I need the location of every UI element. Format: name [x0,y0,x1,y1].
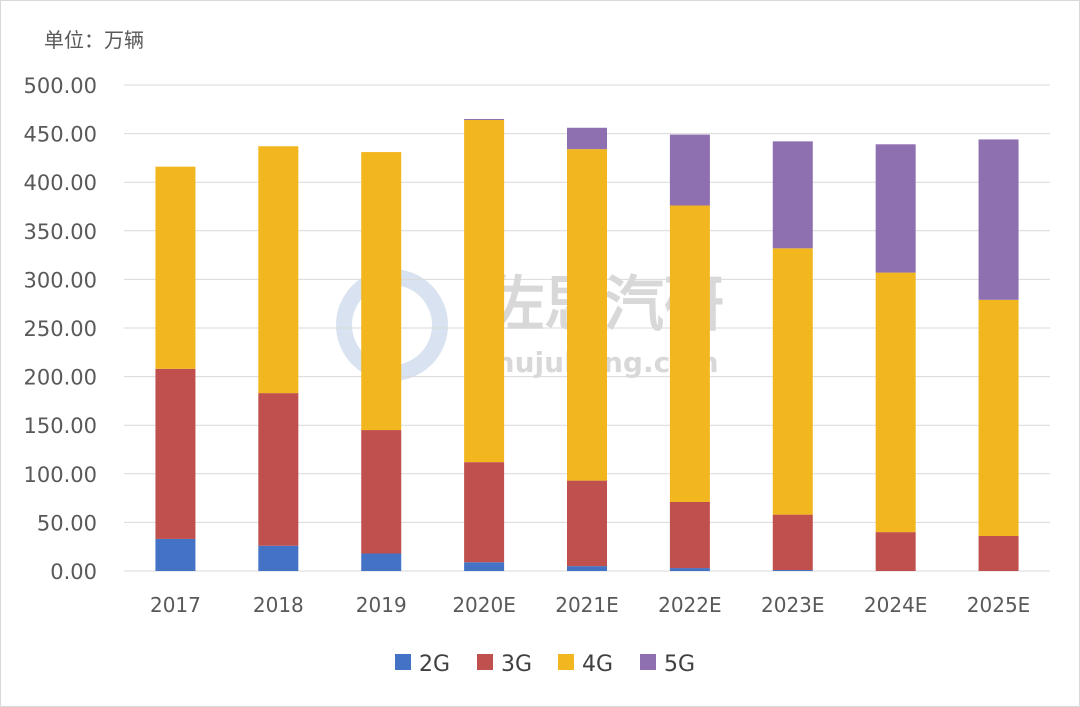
x-tick-label: 2018 [253,593,304,617]
x-axis: 2017 2018 2019 2020E 2021E 2022E 2023E 2024E 202… [150,593,1030,617]
x-tick-label: 2022E [658,593,722,617]
bar-segment-4G [361,152,402,431]
x-tick-label: 2021E [555,593,619,617]
bar-segment-3G [978,536,1019,571]
unit-label: 单位：万辆 [44,28,144,52]
x-tick-label: 2017 [150,593,201,617]
bar-segment-3G [258,393,299,546]
bar-segment-4G [875,272,916,533]
bar-segment-3G [464,462,505,563]
bar-segment-4G [978,299,1019,537]
bar-segment-2G [361,553,402,571]
legend-label: 5G [664,652,695,677]
x-tick-label: 2025E [967,593,1031,617]
bar-segment-2G [464,562,505,571]
bar-segment-5G [772,141,813,249]
x-tick-label: 2020E [452,593,516,617]
legend-swatch-5G [640,654,656,670]
bar-segment-5G [567,127,607,150]
bar-segment-3G [155,368,196,539]
y-tick-label: 0.00 [50,560,97,584]
legend-swatch-3G [477,654,493,670]
bar-segment-5G [978,139,1019,300]
bar-segment-2G [772,570,813,571]
bar-segment-3G [567,480,607,567]
bar-segment-5G [669,134,710,206]
y-tick-label: 50.00 [37,511,97,535]
bar-segment-2G [155,538,196,571]
y-tick-label: 100.00 [24,463,97,487]
y-tick-label: 200.00 [24,366,97,390]
bar-segment-3G [669,501,710,569]
y-tick-label: 150.00 [24,414,97,438]
bar-segment-2G [567,566,607,571]
bar-segment-5G [464,119,505,120]
y-tick-label: 500.00 [24,74,97,98]
legend-swatch-4G [558,654,574,670]
y-tick-label: 300.00 [24,268,97,292]
bars [155,119,1019,571]
y-axis: 0.00 50.00 100.00 150.00 200.00 250.00 300.00 3… [24,74,97,584]
x-tick-label: 2024E [864,593,928,617]
bar-segment-3G [361,430,402,554]
y-tick-label: 400.00 [24,171,97,195]
legend-label: 4G [582,652,613,677]
y-tick-label: 450.00 [24,123,97,147]
x-tick-label: 2023E [761,593,825,617]
bar-segment-5G [875,144,916,273]
y-tick-label: 350.00 [24,220,97,244]
bar-segment-4G [567,149,607,481]
bar-segment-4G [464,119,505,463]
bar-segment-4G [155,166,196,369]
x-tick-label: 2019 [356,593,407,617]
legend-label: 3G [501,652,532,677]
bar-segment-4G [258,146,299,394]
y-tick-label: 250.00 [24,317,97,341]
bar-segment-3G [772,514,813,571]
bar-segment-3G [875,532,916,571]
bar-segment-4G [772,248,813,515]
legend: 2G 3G 4G 5G [395,652,695,677]
bar-segment-4G [669,205,710,502]
bar-segment-2G [669,568,710,571]
legend-label: 2G [419,652,450,677]
bar-segment-2G [258,545,299,571]
legend-swatch-2G [395,654,411,670]
